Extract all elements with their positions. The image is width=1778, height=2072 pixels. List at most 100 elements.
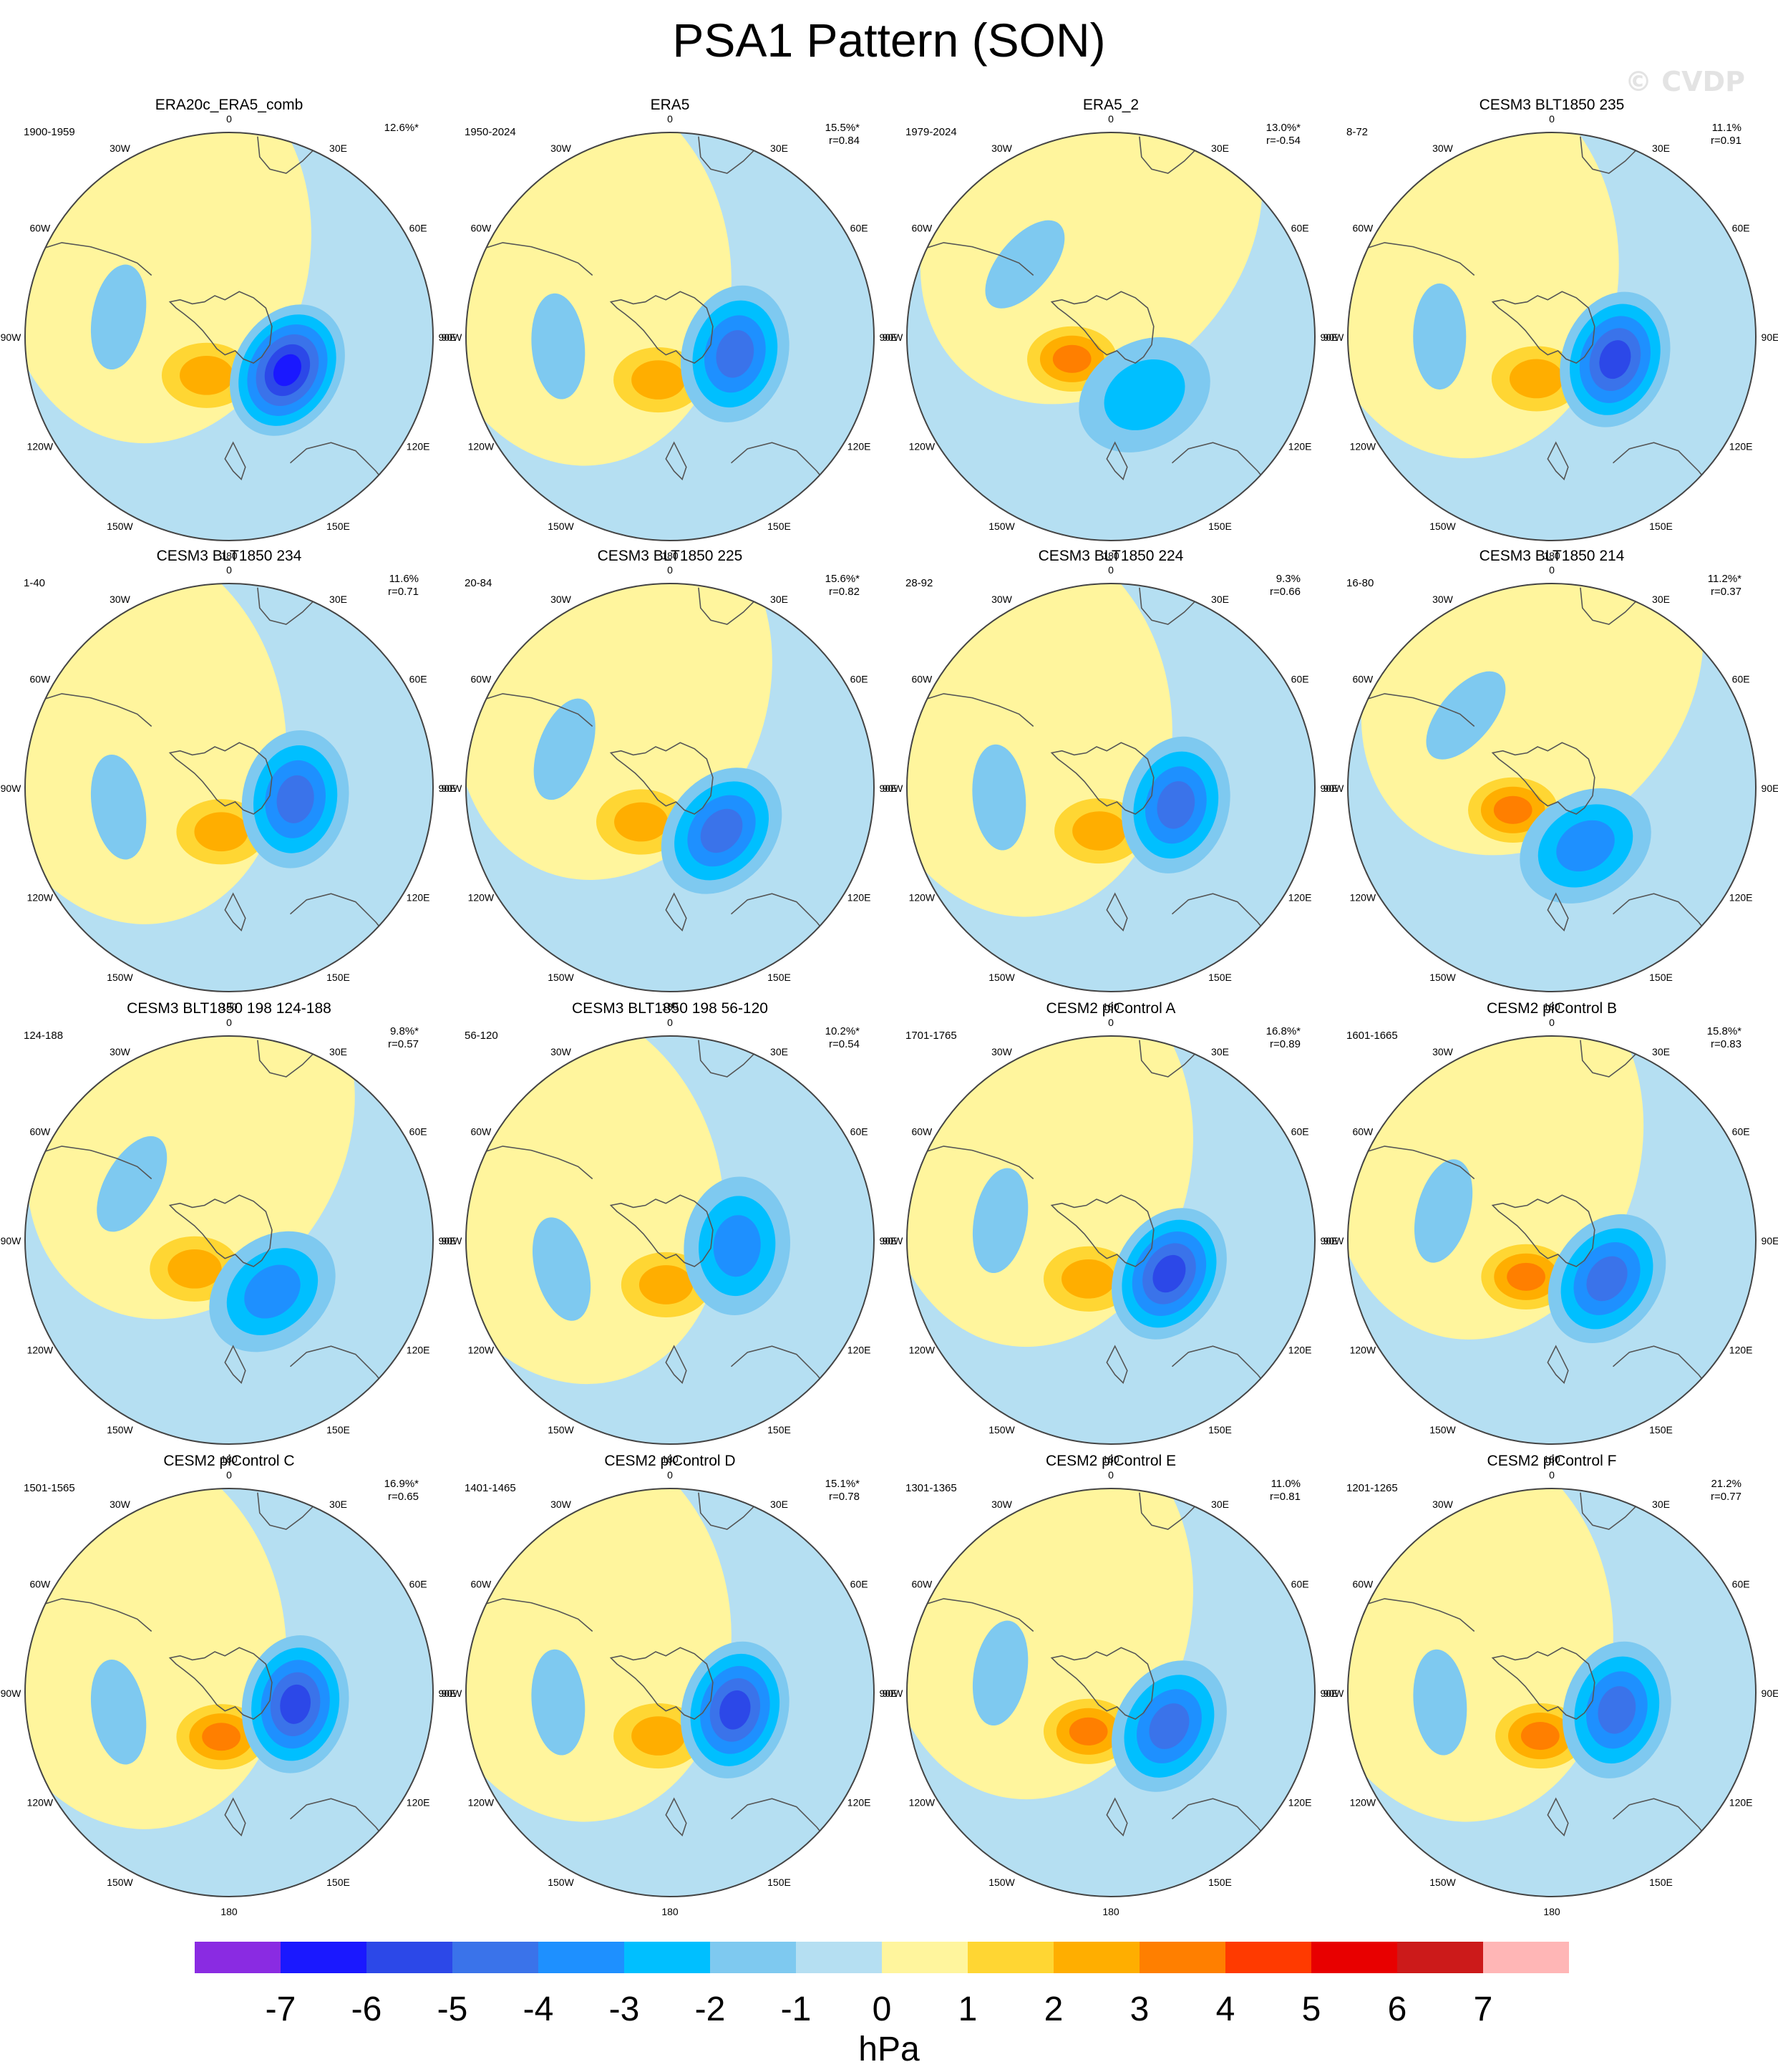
longitude-label: 90E [1762, 783, 1778, 794]
new-zealand-coast [224, 892, 246, 931]
longitude-label: 60E [1291, 674, 1309, 685]
panel-grid: 0 30E 60E 90E 120E 150E 180 150W 120W 90W 60W 30W ER… [1, 97, 1778, 1917]
longitude-label: 60E [1732, 1579, 1750, 1590]
map-border [465, 583, 875, 992]
colorbar-swatch [366, 1942, 452, 1973]
south-america-coast [476, 1146, 593, 1180]
contour-field [907, 132, 1315, 541]
longitude-label: 60W [29, 1126, 51, 1138]
longitude-label: 60W [470, 674, 492, 685]
panel-period: 1601-1665 [1346, 1030, 1398, 1042]
longitude-label: 180 [661, 1001, 679, 1012]
longitude-label: 60W [1352, 1126, 1374, 1138]
longitude-label: 120E [847, 892, 871, 904]
longitude-label: 60W [470, 1579, 492, 1590]
colorbar-tick-label: -6 [351, 1990, 382, 2028]
new-zealand-coast [665, 892, 687, 931]
panel-variance: 15.8%* [1707, 1025, 1742, 1037]
south-america-coast [917, 242, 1034, 276]
longitude-label: 60W [911, 1126, 933, 1138]
coastlines [917, 136, 1275, 493]
panel-title: CESM3 BLT1850 224 [1039, 548, 1184, 564]
panel-correlation: r=0.77 [1711, 1491, 1741, 1503]
longitude-label: 150W [548, 1424, 574, 1436]
low-contour [1152, 1254, 1186, 1293]
longitude-label: 0 [667, 113, 673, 125]
longitude-label: 90W [883, 1688, 904, 1699]
longitude-label: 150E [1208, 1877, 1232, 1888]
longitude-label: 120E [1729, 892, 1753, 904]
new-zealand-coast [224, 1797, 246, 1836]
longitude-label: 90E [880, 1235, 898, 1246]
longitude-label: 30W [991, 1499, 1013, 1510]
new-zealand-coast [1106, 892, 1128, 931]
colorbar-tick-label: 6 [1388, 1990, 1407, 2028]
longitude-label: 90E [880, 783, 898, 794]
map-panel: 0 30E 60E 90E 120E 150E 180 150W 120W 90W 60W 30W CE… [1323, 548, 1778, 1012]
panel-title: CESM3 BLT1850 198 56-120 [572, 1000, 768, 1017]
antarctica-coast [1050, 291, 1155, 364]
south-america-coast [35, 1598, 152, 1632]
longitude-label: 30W [110, 1046, 131, 1057]
longitude-label: 120E [407, 441, 430, 452]
longitude-label: 180 [1102, 1906, 1119, 1917]
longitude-label: 180 [1543, 1453, 1560, 1465]
longitude-label: 60E [409, 674, 427, 685]
page-title: PSA1 Pattern (SON) [672, 14, 1106, 67]
high-contour [1072, 811, 1127, 851]
high-contour [638, 1265, 694, 1304]
secondary-low-contour [1413, 1649, 1467, 1756]
longitude-label: 150E [767, 521, 791, 532]
panel-title: CESM3 BLT1850 234 [157, 548, 302, 564]
longitude-label: 30E [1652, 1499, 1670, 1510]
longitude-label: 90E [439, 331, 457, 343]
longitude-label: 180 [661, 550, 679, 561]
panel-period: 1201-1265 [1346, 1482, 1398, 1494]
panel-correlation: r=0.78 [829, 1491, 860, 1503]
longitude-label: 120E [1729, 1797, 1753, 1809]
longitude-label: 0 [226, 1469, 232, 1481]
panel-correlation: r=0.71 [388, 586, 419, 598]
colorbar-tick-label: -4 [523, 1990, 554, 2028]
new-zealand-coast [665, 1797, 687, 1836]
africa-coast [1139, 1492, 1198, 1530]
secondary-low-contour [1413, 283, 1467, 390]
longitude-label: 60E [409, 223, 427, 234]
map-border [24, 132, 434, 541]
longitude-label: 150E [767, 972, 791, 983]
map-panel: 0 30E 60E 90E 120E 150E 180 150W 120W 90W 60W 30W CE… [1323, 97, 1778, 561]
longitude-label: 150W [548, 972, 574, 983]
longitude-label: 90W [1, 1688, 22, 1699]
longitude-label: 60E [1732, 674, 1750, 685]
longitude-label: 150W [1429, 521, 1456, 532]
panel-period: 124-188 [24, 1030, 63, 1042]
longitude-label: 150W [1429, 1424, 1456, 1436]
coastlines [476, 1040, 834, 1396]
longitude-label: 90W [883, 331, 904, 343]
antarctica-coast [1050, 742, 1155, 815]
map-border [465, 1488, 875, 1897]
colorbar-tick-label: 5 [1302, 1990, 1321, 2028]
longitude-label: 180 [1102, 1001, 1119, 1012]
low-contour [280, 1684, 311, 1724]
longitude-label: 0 [1108, 1017, 1114, 1028]
colorbar-swatch [710, 1942, 796, 1973]
longitude-label: 150E [326, 521, 350, 532]
panel-variance: 21.2% [1711, 1478, 1741, 1490]
high-contour [1509, 359, 1564, 399]
panel-variance: 11.6% [389, 573, 419, 585]
panel-title: CESM2 piControl A [1046, 1000, 1176, 1017]
colorbar-unit-label: hPa [858, 2030, 920, 2068]
longitude-label: 90W [1323, 1688, 1345, 1699]
longitude-label: 150E [1208, 521, 1232, 532]
antarctica-coast [168, 291, 273, 364]
longitude-label: 90E [880, 331, 898, 343]
high-contour [1507, 1262, 1545, 1291]
longitude-label: 120E [847, 441, 871, 452]
longitude-label: 150W [107, 1877, 133, 1888]
panel-correlation: r=0.57 [388, 1038, 419, 1050]
panel-correlation: r=0.89 [1270, 1038, 1301, 1050]
antarctica-coast [168, 1647, 273, 1720]
longitude-label: 180 [1102, 1453, 1119, 1465]
map-border [906, 583, 1316, 992]
